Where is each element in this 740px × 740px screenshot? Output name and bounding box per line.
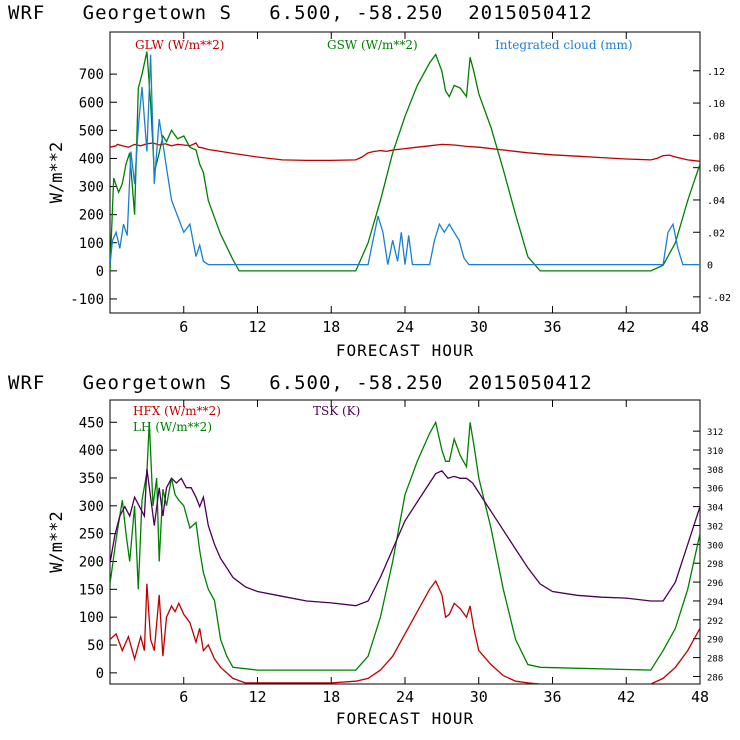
- chart1-legend-integrated: Integrated cloud (mm): [495, 38, 633, 52]
- chart1-series-integrated-line: [110, 54, 700, 266]
- chart2-x-tick-label: 6: [179, 688, 188, 706]
- chart2-y2-tick-label: 286: [707, 673, 723, 683]
- chart2-x-tick-label: 18: [322, 688, 340, 706]
- chart1-legend-glw: GLW (W/m**2): [135, 38, 224, 52]
- chart2-y2-tick-label: 306: [707, 485, 723, 495]
- chart1-y-tick-label: -100: [70, 292, 104, 308]
- chart1-y-axis-label: W/m**2: [47, 142, 67, 203]
- chart2-y2-tick-label: 308: [707, 466, 723, 476]
- chart2-y-tick-label: 150: [79, 582, 104, 598]
- chart1-y-tick-label: 400: [79, 151, 104, 167]
- chart2-y-tick-label: 50: [87, 638, 104, 654]
- chart1-title: WRF Georgetown S 6.500, -58.250 20150504…: [8, 2, 593, 24]
- chart1-y-tick-label: 0: [96, 264, 104, 280]
- chart2-series-hfx-line: [110, 579, 700, 684]
- chart1-y-tick-label: 700: [79, 67, 104, 83]
- chart1-y-tick-label: 500: [79, 123, 104, 139]
- chart2-x-tick-label: 42: [617, 688, 635, 706]
- chart2-y2-tick-label: 290: [707, 636, 723, 646]
- chart2-y2-tick-label: 300: [707, 541, 723, 551]
- chart1-x-tick-label: 12: [248, 318, 266, 336]
- chart2-y2-tick-label: 292: [707, 617, 723, 627]
- chart2-x-tick-label: 30: [470, 688, 488, 706]
- chart2-y2-tick-label: 312: [707, 428, 723, 438]
- chart1-y-tick-label: 600: [79, 95, 104, 111]
- chart1-y2-tick-label: .08: [707, 131, 725, 142]
- chart2-series-lh-line: [110, 420, 700, 671]
- chart1-x-tick-label: 42: [617, 318, 635, 336]
- chart1-x-tick-label: 6: [179, 318, 188, 336]
- chart2-y-tick-label: 300: [79, 499, 104, 515]
- chart2-legend-lh: LH (W/m**2): [133, 420, 212, 434]
- chart2-y-tick-label: 450: [79, 415, 104, 431]
- chart1-y2-tick-label: .04: [707, 196, 725, 207]
- chart1-legend-gsw: GSW (W/m**2): [327, 38, 418, 52]
- chart1-y-tick-label: 100: [79, 236, 104, 252]
- chart2-x-axis-label: FORECAST HOUR: [336, 709, 474, 728]
- chart2-y-tick-label: 0: [96, 666, 104, 682]
- chart2-x-tick-label: 24: [396, 688, 414, 706]
- chart1-y2-tick-label: 0: [707, 261, 713, 272]
- chart2-y-tick-label: 350: [79, 471, 104, 487]
- chart2-y-tick-label: 100: [79, 610, 104, 626]
- chart1-x-tick-label: 18: [322, 318, 340, 336]
- chart2-y2-tick-label: 288: [707, 655, 723, 665]
- chart1-y2-tick-label: .10: [707, 99, 725, 110]
- chart1-x-tick-label: 48: [691, 318, 709, 336]
- chart1-series-glw-line: [110, 142, 700, 162]
- chart2-y2-tick-label: 304: [707, 504, 723, 514]
- chart2-y2-tick-label: 294: [707, 598, 723, 608]
- chart2-y-tick-label: 400: [79, 443, 104, 459]
- chart1-y2-tick-label: .12: [707, 67, 725, 78]
- chart1-x-tick-label: 24: [396, 318, 414, 336]
- chart2-legend-hfx: HFX (W/m**2): [133, 404, 221, 418]
- chart2-y2-tick-label: 310: [707, 447, 723, 457]
- chart2-title: WRF Georgetown S 6.500, -58.250 20150504…: [8, 372, 593, 394]
- chart1-y2-tick-label: .02: [707, 228, 725, 239]
- chart2-legend-tsk: TSK (K): [313, 404, 360, 418]
- chart1-x-tick-label: 30: [470, 318, 488, 336]
- chart2-x-tick-label: 36: [543, 688, 561, 706]
- chart1-y-tick-label: 300: [79, 180, 104, 196]
- chart2-y-axis-label: W/m**2: [47, 511, 67, 572]
- chart1-y2-tick-label: .06: [707, 164, 725, 175]
- chart2-y-tick-label: 250: [79, 527, 104, 543]
- chart1-y-tick-label: 200: [79, 208, 104, 224]
- chart2-series-tsk-line: [110, 468, 700, 607]
- chart2-y2-tick-label: 302: [707, 522, 723, 532]
- chart2-y2-tick-label: 296: [707, 579, 723, 589]
- chart1-x-tick-label: 36: [543, 318, 561, 336]
- chart2-y2-tick-label: 298: [707, 560, 723, 570]
- chart2-y-tick-label: 200: [79, 554, 104, 570]
- chart2-x-tick-label: 12: [248, 688, 266, 706]
- chart2-x-tick-label: 48: [691, 688, 709, 706]
- chart1-series-gsw-line: [110, 51, 700, 272]
- chart1-y2-tick-label: -.02: [707, 293, 731, 304]
- chart1-x-axis-label: FORECAST HOUR: [336, 341, 474, 360]
